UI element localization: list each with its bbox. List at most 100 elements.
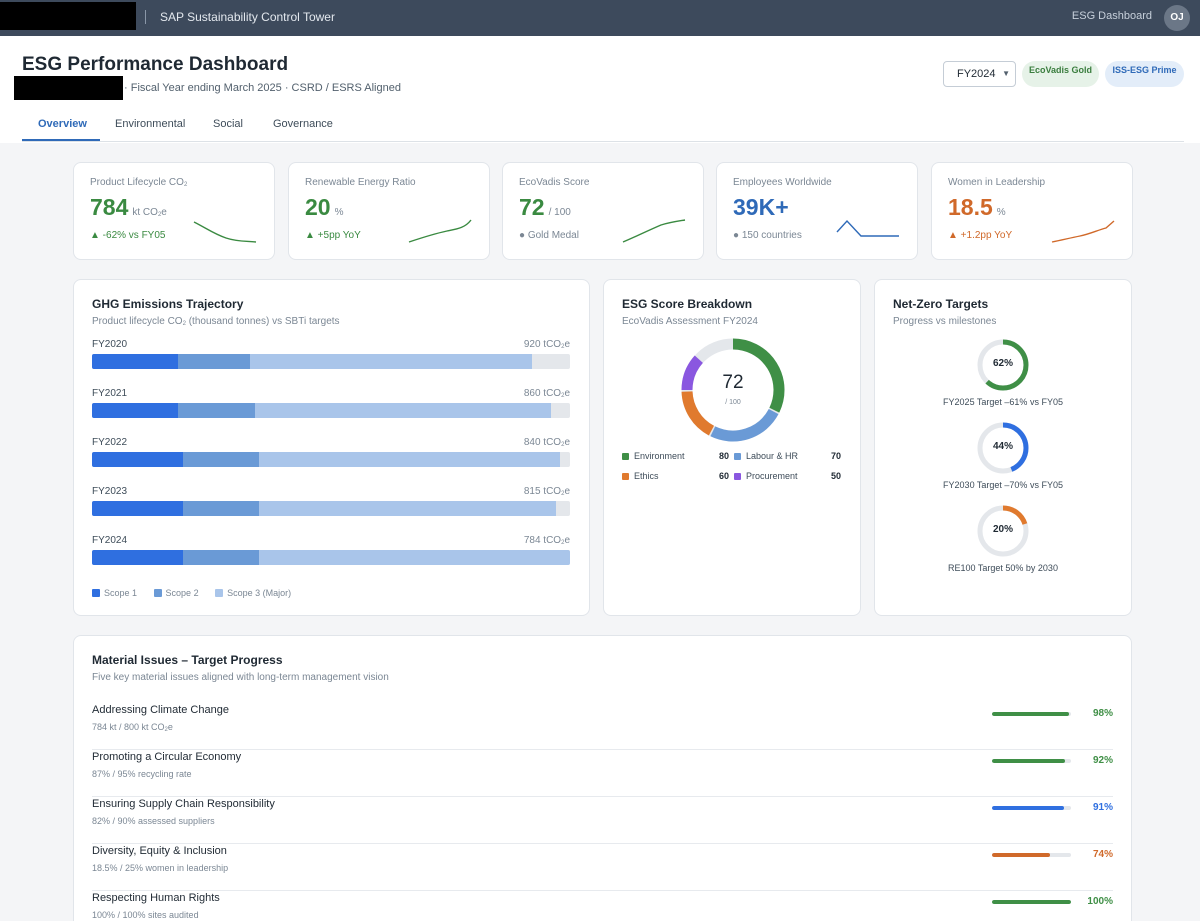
tab-social[interactable]: Social: [213, 118, 243, 130]
ghg-scope-2-bar: [182, 501, 260, 516]
material-subtitle: Five key material issues aligned with lo…: [92, 672, 389, 683]
esg-legend-value: 60: [718, 471, 729, 481]
ghg-value: 860 tCO2e: [523, 388, 570, 399]
kpi-label: EcoVadis Score: [519, 177, 590, 188]
esg-legend-item: Procurement 50: [734, 471, 841, 481]
ghg-value: 840 tCO2e: [523, 437, 570, 448]
ghg-value: 784 tCO2e: [523, 535, 570, 546]
netzero-subtitle: Progress vs milestones: [893, 316, 997, 327]
material-issue-name: Addressing Climate Change: [92, 704, 229, 716]
progress-ring: [977, 505, 1029, 557]
donut-environment: [732, 338, 785, 413]
esg-title: ESG Score Breakdown: [622, 297, 753, 311]
ghg-legend: Scope 1 Scope 2 Scope 3 (Major): [92, 588, 305, 598]
ring-percent: 62%: [992, 358, 1013, 369]
material-issue-name: Diversity, Equity & Inclusion: [92, 845, 227, 857]
ghg-scope-1-bar: [92, 354, 179, 369]
ghg-subtitle: Product lifecycle CO2 (thousand tonnes) …: [92, 316, 340, 327]
ghg-scope-1-bar: [92, 403, 179, 418]
kpi-sparkline: [622, 219, 686, 243]
ghg-year: FY2021: [92, 388, 128, 399]
tab-overview[interactable]: Overview: [38, 118, 87, 130]
ghg-bar-track: [92, 501, 570, 516]
material-issue-detail: 784 kt / 800 kt CO2e: [92, 722, 173, 733]
ghg-bar-track: [92, 550, 570, 565]
kpi-unit: kt CO2e: [132, 207, 167, 218]
kpi-unit: / 100: [548, 207, 571, 218]
material-issue-name: Respecting Human Rights: [92, 892, 220, 904]
topbar-divider: [145, 10, 146, 24]
esg-score-scale: / 100: [725, 399, 741, 406]
material-issue-name: Promoting a Circular Economy: [92, 751, 242, 763]
ghg-scope-2-bar: [178, 403, 255, 418]
kpi-unit: %: [996, 207, 1006, 218]
ring-caption: RE100 Target 50% by 2030: [948, 563, 1058, 573]
material-progress-percent: 100%: [1087, 896, 1113, 907]
esg-legend-label: Environment: [634, 451, 685, 461]
material-issue-detail: 82% / 90% assessed suppliers: [92, 816, 215, 826]
ghg-scope-1-bar: [92, 550, 183, 565]
ring-caption: FY2025 Target –61% vs FY05: [943, 397, 1063, 407]
ring-percent: 44%: [992, 441, 1013, 452]
ghg-scope-3-bar: [259, 501, 556, 516]
ghg-year: FY2023: [92, 486, 128, 497]
material-progress-percent: 74%: [1092, 849, 1113, 860]
kpi-sparkline: [408, 219, 472, 243]
netzero-title: Net-Zero Targets: [893, 297, 989, 311]
ghg-year: FY2022: [92, 437, 128, 448]
donut-procurement: [681, 355, 704, 391]
donut-ethics: [681, 391, 715, 436]
material-progress-fill: [992, 900, 1071, 904]
material-issue-row: Promoting a Circular Economy 87% / 95% re…: [92, 751, 1113, 797]
ghg-value: 920 tCO2e: [523, 339, 570, 350]
ghg-row: FY2022 840 tCO2e: [92, 437, 570, 471]
page-title: ESG Performance Dashboard: [22, 54, 289, 75]
esg-legend-item: Labour & HR 70: [734, 451, 841, 461]
kpi-value: 72/ 100: [519, 194, 571, 220]
esg-legend-label: Procurement: [746, 471, 798, 481]
esg-legend-label: Ethics: [634, 471, 659, 481]
material-progress-percent: 98%: [1092, 708, 1113, 719]
material-progress-fill: [992, 806, 1064, 810]
material-progress-track: [992, 759, 1071, 763]
material-issue-detail: 87% / 95% recycling rate: [92, 769, 192, 779]
net-zero-panel: Net-Zero Targets Progress vs milestones …: [874, 279, 1132, 616]
kpi-delta: ● Gold Medal: [519, 230, 579, 241]
ghg-scope-2-bar: [182, 452, 260, 467]
material-progress-percent: 91%: [1092, 802, 1113, 813]
kpi-delta: ▲ -62% vs FY05: [90, 230, 166, 241]
kpi-label: Product Lifecycle CO2: [90, 177, 188, 188]
ring-percent: 20%: [992, 524, 1013, 535]
ghg-panel: GHG Emissions Trajectory Product lifecyc…: [73, 279, 590, 616]
esg-subtitle: EcoVadis Assessment FY2024: [622, 316, 758, 327]
material-issue-row: Ensuring Supply Chain Responsibility 82% …: [92, 798, 1113, 844]
esg-legend-value: 50: [830, 471, 841, 481]
avatar[interactable]: OJ: [1164, 5, 1190, 31]
kpi-card-3: EcoVadis Score 72/ 100 ● Gold Medal: [502, 162, 704, 260]
ghg-scope-3-bar: [259, 452, 561, 467]
ghg-bar-track: [92, 452, 570, 467]
fiscal-year-select[interactable]: FY2024 ▼: [943, 61, 1016, 87]
redacted-logo: [0, 2, 136, 30]
material-issue-row: Respecting Human Rights 100% / 100% sites…: [92, 892, 1113, 921]
material-progress-fill: [992, 759, 1065, 763]
ghg-scope-3-bar: [254, 403, 551, 418]
kpi-value: 784 kt CO2e: [90, 194, 167, 220]
material-progress-track: [992, 712, 1071, 716]
iss-esg-badge: ISS-ESG Prime: [1105, 61, 1184, 87]
material-progress-fill: [992, 712, 1070, 716]
ghg-year: FY2024: [92, 535, 128, 546]
tab-environmental[interactable]: Environmental: [115, 118, 186, 130]
esg-score-panel: ESG Score Breakdown EcoVadis Assessment …: [603, 279, 861, 616]
chevron-down-icon: ▼: [1002, 69, 1010, 78]
ghg-title: GHG Emissions Trajectory: [92, 297, 244, 311]
material-progress-track: [992, 853, 1071, 857]
esg-legend-item: Environment 80: [622, 451, 729, 461]
redacted-company-name: [14, 76, 123, 100]
tab-governance[interactable]: Governance: [273, 118, 333, 130]
esg-legend-label: Labour & HR: [746, 451, 799, 461]
material-title: Material Issues – Target Progress: [92, 653, 283, 667]
ghg-scope-1-bar: [92, 452, 183, 467]
esg-dashboard-link[interactable]: ESG Dashboard: [1071, 10, 1152, 22]
app-title: SAP Sustainability Control Tower: [160, 10, 335, 24]
